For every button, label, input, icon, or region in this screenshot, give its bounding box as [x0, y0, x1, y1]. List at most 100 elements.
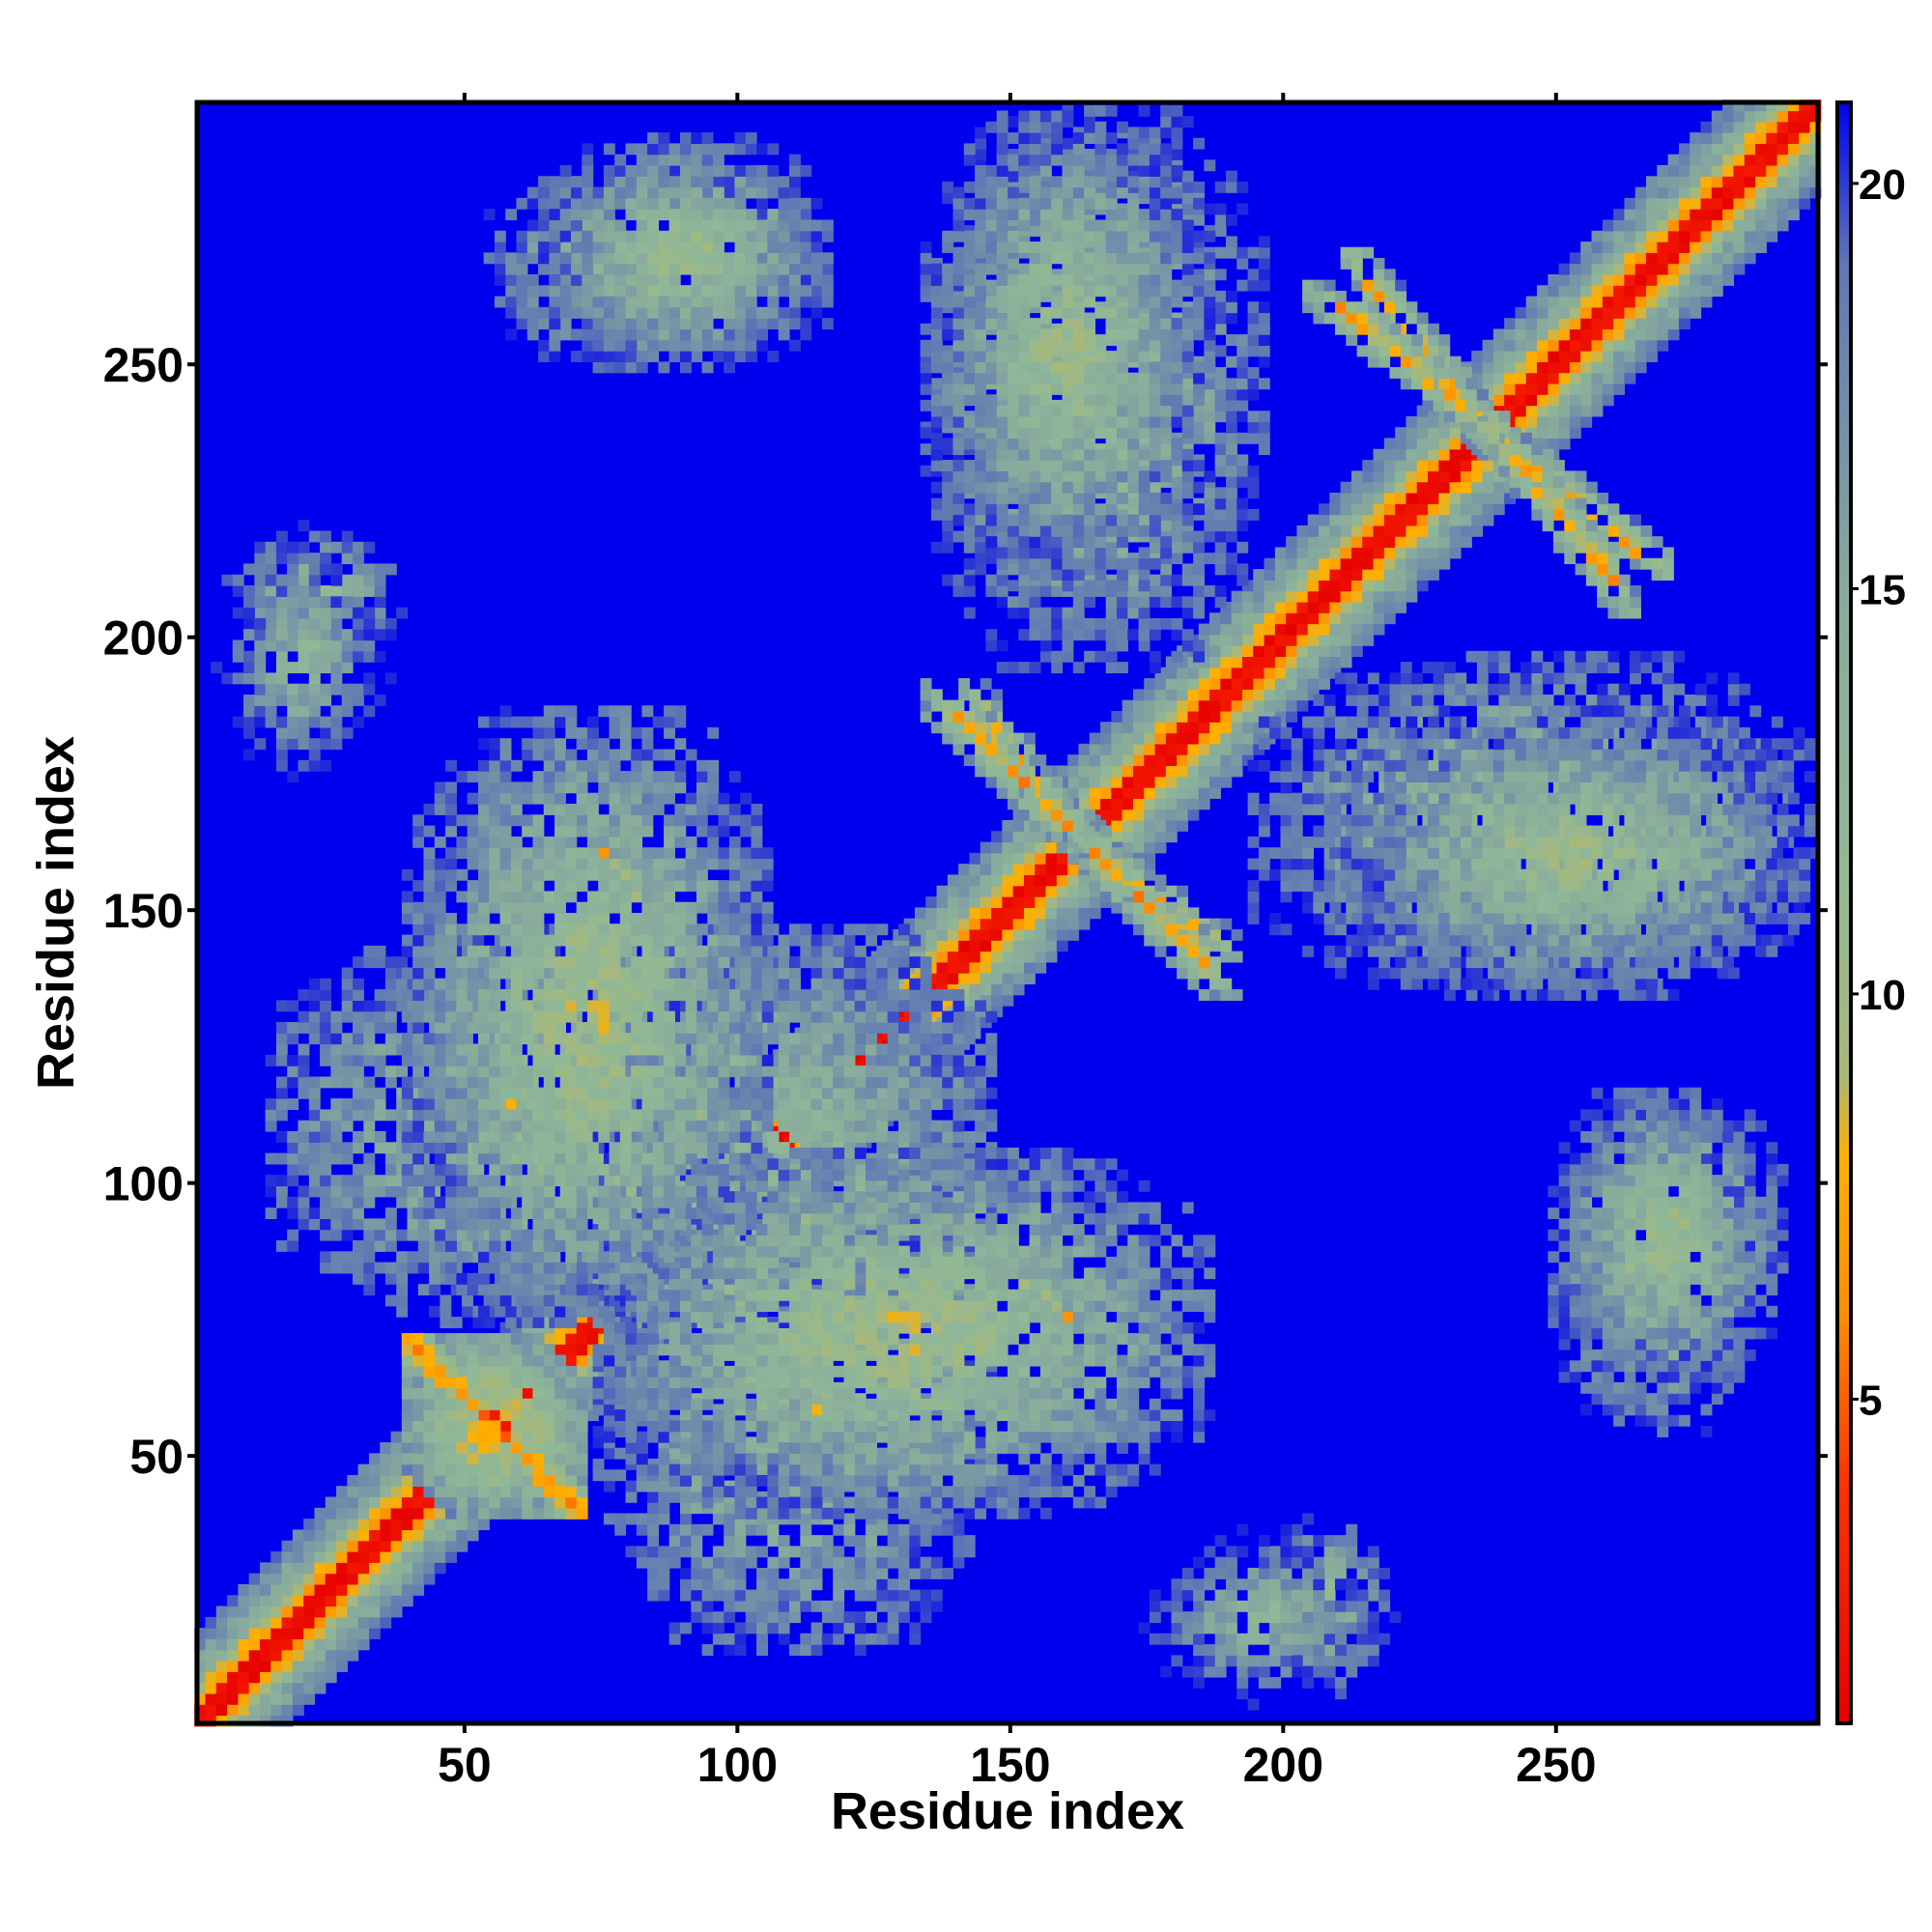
heatmap-cell [1776, 219, 1789, 232]
heatmap-cell [1247, 1589, 1260, 1602]
heatmap-cell [1323, 1600, 1336, 1612]
heatmap-cell [1667, 1109, 1680, 1122]
heatmap-cell [1602, 1175, 1614, 1187]
heatmap-cell [320, 639, 332, 652]
heatmap-cell [1274, 699, 1287, 712]
heatmap-cell [1411, 334, 1423, 347]
heatmap-cell [1144, 891, 1156, 903]
heatmap-cell [1132, 765, 1145, 778]
heatmap-cell [1012, 918, 1025, 930]
heatmap-cell [1144, 913, 1156, 924]
heatmap-cell [292, 1682, 304, 1694]
heatmap-cell [1198, 798, 1210, 810]
heatmap-cell [1548, 351, 1560, 362]
heatmap-cell [275, 639, 288, 652]
heatmap-cell [554, 1333, 566, 1345]
heatmap-cell [1329, 525, 1342, 537]
heatmap-cell [1296, 525, 1309, 537]
heatmap-cell [401, 1377, 413, 1389]
heatmap-cell [1204, 1578, 1216, 1591]
heatmap-cell [554, 1398, 566, 1410]
heatmap-cell [1291, 1655, 1303, 1667]
heatmap-cell [320, 683, 332, 696]
heatmap-cell [1383, 481, 1396, 494]
heatmap-cell [1144, 699, 1156, 712]
heatmap-cell [1799, 110, 1811, 123]
heatmap-cell [1607, 525, 1620, 537]
heatmap-cell [1045, 885, 1058, 897]
heatmap-cell [423, 1529, 436, 1542]
heatmap-cell [390, 1474, 403, 1487]
heatmap-cell [1471, 470, 1484, 483]
heatmap-cell [374, 607, 386, 619]
heatmap-cell [1187, 689, 1200, 701]
heatmap-cell [1690, 242, 1702, 253]
heatmap-cell [1624, 1185, 1636, 1198]
heatmap-cell [477, 1519, 490, 1531]
heatmap-cell [1667, 186, 1680, 199]
heatmap-cell [1634, 230, 1647, 242]
heatmap-cell [270, 1573, 283, 1585]
heatmap-cell [1154, 841, 1167, 854]
heatmap-cell [467, 1474, 479, 1487]
heatmap-cell [1416, 557, 1429, 570]
heatmap-cell [314, 1605, 327, 1618]
heatmap-cell [1236, 1665, 1249, 1678]
heatmap-cell [1274, 569, 1287, 581]
heatmap-cell [401, 1474, 413, 1487]
heatmap-cell [1045, 907, 1058, 920]
heatmap-cell [401, 1420, 413, 1433]
heatmap-cell [1286, 678, 1298, 690]
heatmap-cell [1383, 612, 1396, 625]
heatmap-cell [232, 574, 244, 586]
heatmap-cell [238, 1583, 250, 1596]
heatmap-cell [1018, 765, 1031, 778]
heatmap-cell [353, 574, 364, 586]
heatmap-cell [1346, 1665, 1358, 1678]
heatmap-cell [1286, 601, 1298, 613]
heatmap-cell [1241, 667, 1254, 679]
heatmap-cell [1231, 699, 1243, 712]
heatmap-cell [221, 672, 234, 685]
heatmap-cell [1564, 520, 1577, 532]
heatmap-cell [1002, 973, 1014, 985]
heatmap-cell [1416, 514, 1429, 526]
heatmap-cell [1378, 312, 1391, 325]
heatmap-cell [1580, 1349, 1593, 1361]
heatmap-cell [1476, 388, 1489, 401]
heatmap-cell [532, 1377, 545, 1389]
heatmap-cell [1618, 525, 1631, 537]
heatmap-cell [1220, 940, 1233, 952]
heatmap-cell [1690, 230, 1702, 242]
heatmap-cell [1045, 841, 1058, 854]
heatmap-cell [1056, 852, 1068, 865]
heatmap-cell [1634, 1087, 1647, 1099]
heatmap-cell [1144, 776, 1156, 788]
heatmap-cell [1231, 656, 1243, 668]
heatmap-cell [1350, 246, 1363, 259]
heatmap-cell [701, 186, 714, 199]
heatmap-cell [1657, 339, 1669, 352]
heatmap-cell [303, 1692, 316, 1705]
heatmap-cell [969, 918, 981, 930]
heatmap-cell [1558, 361, 1571, 374]
heatmap-cell [270, 1715, 283, 1727]
heatmap-cell [489, 1344, 501, 1356]
heatmap-cell [505, 263, 518, 275]
heatmap-cell [1198, 967, 1210, 980]
heatmap-cell [494, 296, 506, 308]
heatmap-cell [1460, 503, 1472, 516]
heatmap-cell [980, 961, 992, 974]
heatmap-cell [1154, 743, 1167, 755]
heatmap-cell [1575, 563, 1587, 576]
heatmap-cell [1247, 1611, 1260, 1624]
heatmap-cell [1634, 1218, 1647, 1231]
heatmap-cell [1319, 514, 1330, 526]
heatmap-cell [800, 209, 812, 221]
heatmap-cell [1383, 601, 1396, 613]
heatmap-cell [996, 754, 1009, 767]
heatmap-cell [1264, 667, 1276, 679]
heatmap-cell [243, 596, 255, 609]
heatmap-cell [477, 1496, 490, 1509]
heatmap-cell [1002, 819, 1014, 832]
